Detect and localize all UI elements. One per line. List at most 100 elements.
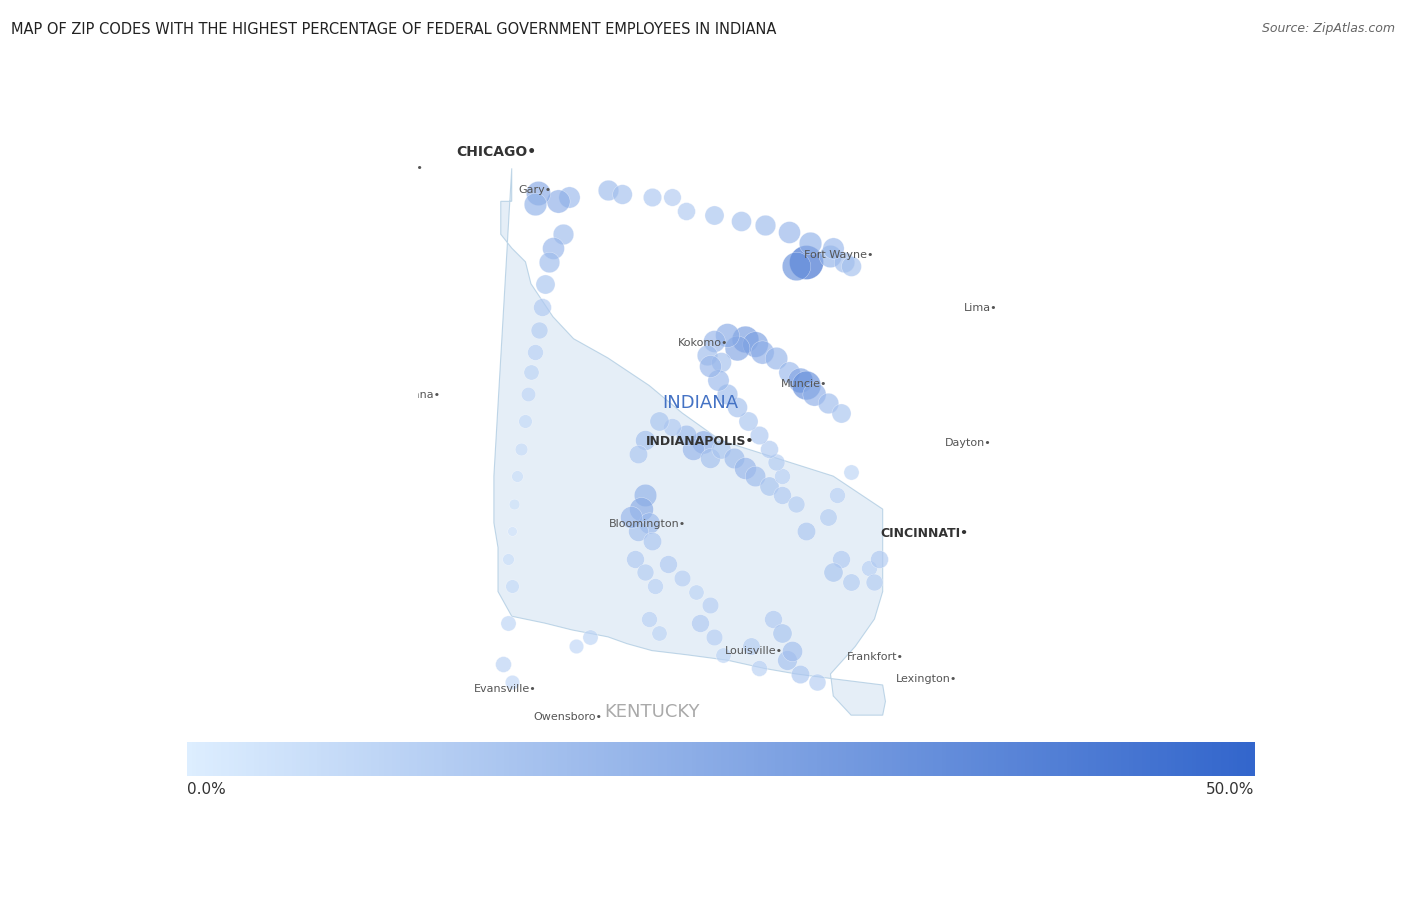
- Text: Decatur•: Decatur•: [290, 427, 340, 437]
- Point: [770, 469, 793, 484]
- Point: [711, 647, 734, 662]
- Text: Toledo•: Toledo•: [1035, 177, 1077, 187]
- Text: ILLINOIS: ILLINOIS: [209, 325, 284, 343]
- Point: [839, 465, 862, 479]
- Point: [634, 433, 657, 448]
- Text: Frankfort•: Frankfort•: [848, 653, 904, 663]
- Point: [630, 502, 652, 516]
- Point: [716, 387, 738, 401]
- Point: [737, 414, 759, 428]
- Point: [638, 516, 661, 530]
- Point: [501, 675, 523, 690]
- Point: [692, 434, 714, 449]
- Point: [723, 451, 745, 466]
- Point: [610, 187, 633, 201]
- Point: [596, 183, 619, 198]
- Point: [703, 208, 725, 222]
- Point: [699, 451, 721, 466]
- Text: Beckley•: Beckley•: [1358, 710, 1406, 720]
- Point: [734, 332, 756, 346]
- Point: [547, 194, 569, 209]
- Point: [685, 584, 707, 599]
- Point: [501, 524, 523, 539]
- Point: [657, 556, 679, 571]
- Point: [839, 259, 862, 273]
- Text: Fort Wayne•: Fort Wayne•: [804, 250, 873, 260]
- Text: Lima•: Lima•: [963, 304, 997, 314]
- Text: MAP OF ZIP CODES WITH THE HIGHEST PERCENTAGE OF FEDERAL GOVERNMENT EMPLOYEES IN : MAP OF ZIP CODES WITH THE HIGHEST PERCEN…: [11, 22, 776, 38]
- Point: [775, 653, 797, 667]
- Text: Davenport•: Davenport•: [59, 196, 124, 206]
- Point: [806, 675, 828, 690]
- Point: [524, 197, 547, 211]
- Point: [529, 324, 551, 338]
- Point: [503, 496, 526, 511]
- Text: Urbana•: Urbana•: [394, 390, 440, 400]
- Point: [832, 254, 855, 269]
- Point: [827, 488, 849, 503]
- Text: Canton•: Canton•: [1331, 295, 1379, 306]
- Point: [725, 341, 748, 355]
- Text: ST. LOUIS•: ST. LOUIS•: [107, 592, 181, 605]
- Text: Bloomington•: Bloomington•: [271, 339, 349, 349]
- Point: [794, 254, 817, 269]
- Text: Belleville•: Belleville•: [145, 609, 202, 619]
- Point: [703, 334, 725, 349]
- Point: [661, 420, 683, 434]
- Text: CINCINNATI•: CINCINNATI•: [880, 528, 967, 540]
- Point: [758, 441, 780, 456]
- Point: [537, 254, 560, 269]
- Text: CLEVELAND•: CLEVELAND•: [1271, 198, 1353, 210]
- Point: [778, 225, 800, 239]
- Text: Dayton•: Dayton•: [945, 438, 991, 448]
- Point: [762, 612, 785, 627]
- Text: 0.0%: 0.0%: [187, 782, 225, 797]
- Point: [725, 400, 748, 414]
- Point: [506, 469, 529, 484]
- Point: [524, 345, 547, 360]
- Text: Kokomo•: Kokomo•: [678, 338, 728, 348]
- Point: [699, 359, 721, 373]
- Text: INDIANA: INDIANA: [662, 395, 738, 413]
- Point: [627, 524, 650, 539]
- Point: [620, 510, 643, 524]
- Point: [624, 551, 647, 565]
- Point: [671, 571, 693, 585]
- Point: [799, 236, 821, 250]
- Text: KENTUCKY: KENTUCKY: [605, 703, 700, 721]
- Text: Ann Arbor•: Ann Arbor•: [1000, 92, 1063, 102]
- Text: WEST
VIRGINIA: WEST VIRGINIA: [1393, 547, 1406, 575]
- Point: [740, 639, 762, 654]
- Text: Owensboro•: Owensboro•: [533, 711, 603, 722]
- Point: [634, 488, 657, 503]
- Point: [765, 455, 787, 469]
- Point: [579, 629, 602, 644]
- Point: [785, 496, 807, 511]
- Point: [744, 337, 766, 352]
- Point: [648, 626, 671, 640]
- Point: [510, 441, 533, 456]
- Point: [730, 213, 752, 227]
- Point: [716, 327, 738, 342]
- Text: Evansville•: Evansville•: [474, 684, 536, 694]
- Text: Louisville•: Louisville•: [724, 645, 783, 655]
- Point: [863, 574, 886, 589]
- Text: Gary•: Gary•: [519, 185, 551, 195]
- Point: [527, 186, 550, 200]
- Point: [830, 405, 852, 420]
- Point: [858, 561, 880, 575]
- Point: [709, 355, 731, 369]
- Point: [751, 345, 773, 360]
- Point: [820, 249, 842, 263]
- Text: Akron•: Akron•: [1316, 257, 1355, 267]
- Point: [744, 469, 766, 484]
- Point: [558, 190, 581, 204]
- Point: [627, 447, 650, 461]
- Text: Muncie•: Muncie•: [782, 379, 828, 389]
- Point: [682, 441, 704, 456]
- Text: Carbondale•: Carbondale•: [243, 718, 314, 728]
- Point: [758, 478, 780, 493]
- Point: [689, 616, 711, 630]
- Text: Source: ZipAtlas.com: Source: ZipAtlas.com: [1261, 22, 1395, 35]
- Point: [868, 551, 890, 565]
